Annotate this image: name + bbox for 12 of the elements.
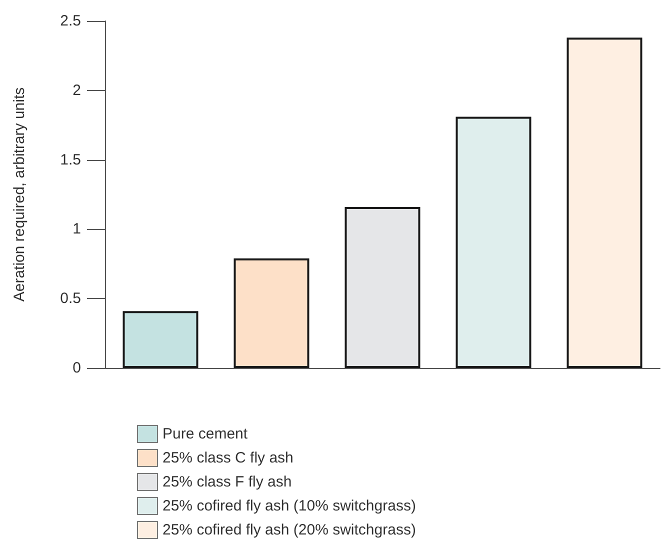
y-tick-label: 0.5	[60, 290, 81, 308]
legend-label: 25% class C fly ash	[162, 450, 294, 466]
y-tick-label: 0	[72, 360, 81, 376]
legend-label: 25% cofired fly ash (20% switchgrass)	[162, 522, 416, 538]
legend-label: 25% class F fly ash	[162, 474, 292, 490]
legend-label: 25% cofired fly ash (10% switchgrass)	[162, 498, 416, 514]
y-tick-label: 2.5	[60, 12, 81, 30]
y-tick-label: 2	[72, 82, 81, 99]
legend-label: Pure cement	[162, 426, 248, 442]
y-axis-title: Aeration required, arbitrary units	[11, 87, 28, 302]
y-tick-label: 1	[72, 220, 81, 238]
y-tick-label: 1.5	[60, 151, 81, 168]
